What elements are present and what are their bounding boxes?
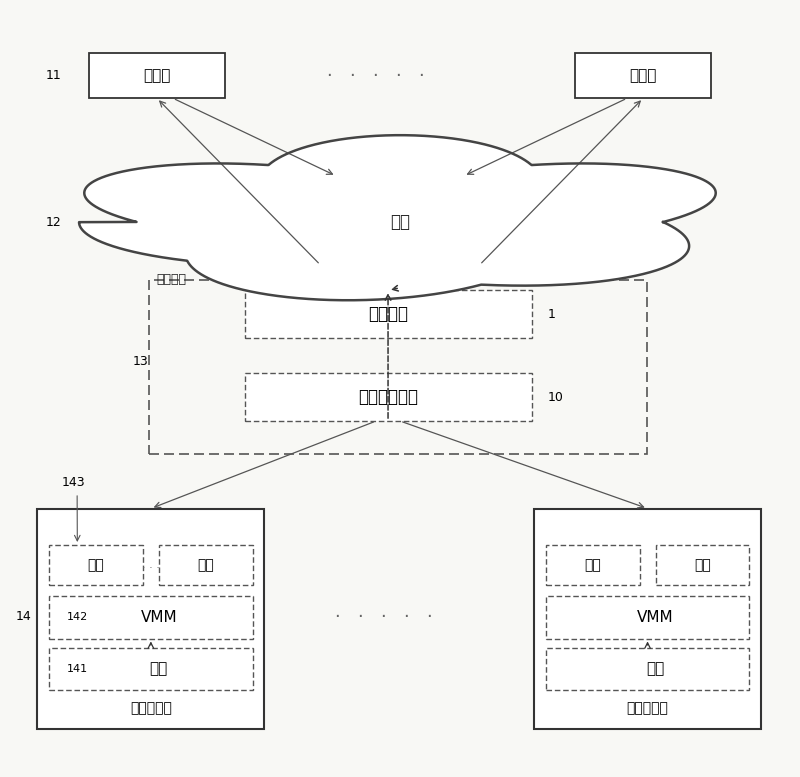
Text: 客户端: 客户端 — [630, 68, 657, 83]
Bar — [546, 545, 639, 585]
Bar — [245, 373, 531, 421]
Text: 服务工厂: 服务工厂 — [368, 305, 408, 323]
Text: 142: 142 — [66, 612, 88, 622]
Text: 10: 10 — [547, 391, 563, 403]
Text: 141: 141 — [66, 664, 88, 674]
Text: VMM: VMM — [637, 610, 674, 625]
Text: 虚机: 虚机 — [584, 558, 601, 572]
Bar — [89, 54, 225, 98]
Bar — [534, 508, 761, 729]
Text: ·   ·   ·   ·   ·: · · · · · — [335, 608, 433, 626]
Bar — [149, 280, 647, 455]
Text: 12: 12 — [46, 215, 61, 228]
Bar — [50, 596, 253, 639]
Text: 11: 11 — [46, 69, 61, 82]
Bar — [38, 508, 265, 729]
Text: 主服务器: 主服务器 — [157, 274, 187, 286]
Bar — [245, 290, 531, 338]
Text: 143: 143 — [61, 476, 85, 490]
Text: VMM: VMM — [141, 610, 177, 625]
Text: 虚机: 虚机 — [694, 558, 710, 572]
Text: 客户端: 客户端 — [143, 68, 170, 83]
Bar — [546, 596, 749, 639]
Text: 网络: 网络 — [390, 213, 410, 231]
Text: 虚机: 虚机 — [88, 558, 105, 572]
Text: 硬件: 硬件 — [150, 662, 168, 677]
Bar — [546, 648, 749, 691]
Text: 1: 1 — [547, 308, 555, 321]
Bar — [655, 545, 749, 585]
Text: 虚机: 虚机 — [198, 558, 214, 572]
Text: ·   ·   ·   ·   ·: · · · · · — [327, 67, 425, 85]
Bar — [575, 54, 711, 98]
Text: 14: 14 — [16, 611, 31, 623]
Text: 服务控制系统: 服务控制系统 — [358, 388, 418, 406]
Text: 硬件: 硬件 — [646, 662, 665, 677]
Bar — [50, 545, 143, 585]
Text: . . .: . . . — [142, 560, 160, 570]
Text: 节点服务器: 节点服务器 — [626, 701, 669, 715]
Bar — [50, 648, 253, 691]
Bar — [159, 545, 253, 585]
Text: 13: 13 — [133, 355, 149, 368]
Polygon shape — [79, 135, 716, 300]
Text: 节点服务器: 节点服务器 — [130, 701, 172, 715]
